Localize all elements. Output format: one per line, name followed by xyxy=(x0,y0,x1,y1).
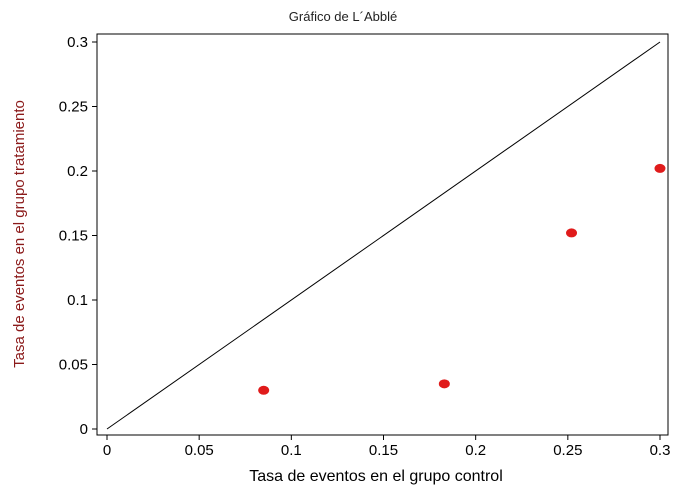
y-tick-label: 0.15 xyxy=(59,228,88,245)
x-tick-label: 0.1 xyxy=(281,442,302,459)
plot-frame xyxy=(96,33,669,436)
equality-reference-line xyxy=(106,41,661,430)
chart-title: Gráfico de L´Abblé xyxy=(289,9,397,24)
y-tick-label: 0.1 xyxy=(67,292,88,309)
x-tick-label: 0.05 xyxy=(185,442,214,459)
y-axis-label: Tasa de eventos en el grupo tratamiento xyxy=(11,100,28,368)
y-tick-label: 0.3 xyxy=(67,34,88,51)
x-tick-label: 0.15 xyxy=(369,442,398,459)
data-point xyxy=(258,385,270,395)
x-tick-label: 0.2 xyxy=(465,442,486,459)
x-tick-label: 0.3 xyxy=(650,442,671,459)
y-tick-label: 0.25 xyxy=(59,99,88,116)
data-points xyxy=(258,163,666,395)
x-tick-label: 0 xyxy=(103,442,111,459)
y-tick-label: 0.05 xyxy=(59,357,88,374)
data-point xyxy=(438,379,450,389)
axis-ticks: 0 0.05 0.1 0.15 0.2 0.25 0.3 0 0.05 0.1 0.15 0.2 0.2… xyxy=(59,34,671,459)
x-tick-label: 0.25 xyxy=(553,442,582,459)
data-point xyxy=(566,228,578,238)
data-point xyxy=(654,163,666,173)
y-tick-label: 0.2 xyxy=(67,163,88,180)
y-tick-label: 0 xyxy=(80,421,88,438)
x-axis-label: Tasa de eventos en el grupo control xyxy=(249,468,503,485)
